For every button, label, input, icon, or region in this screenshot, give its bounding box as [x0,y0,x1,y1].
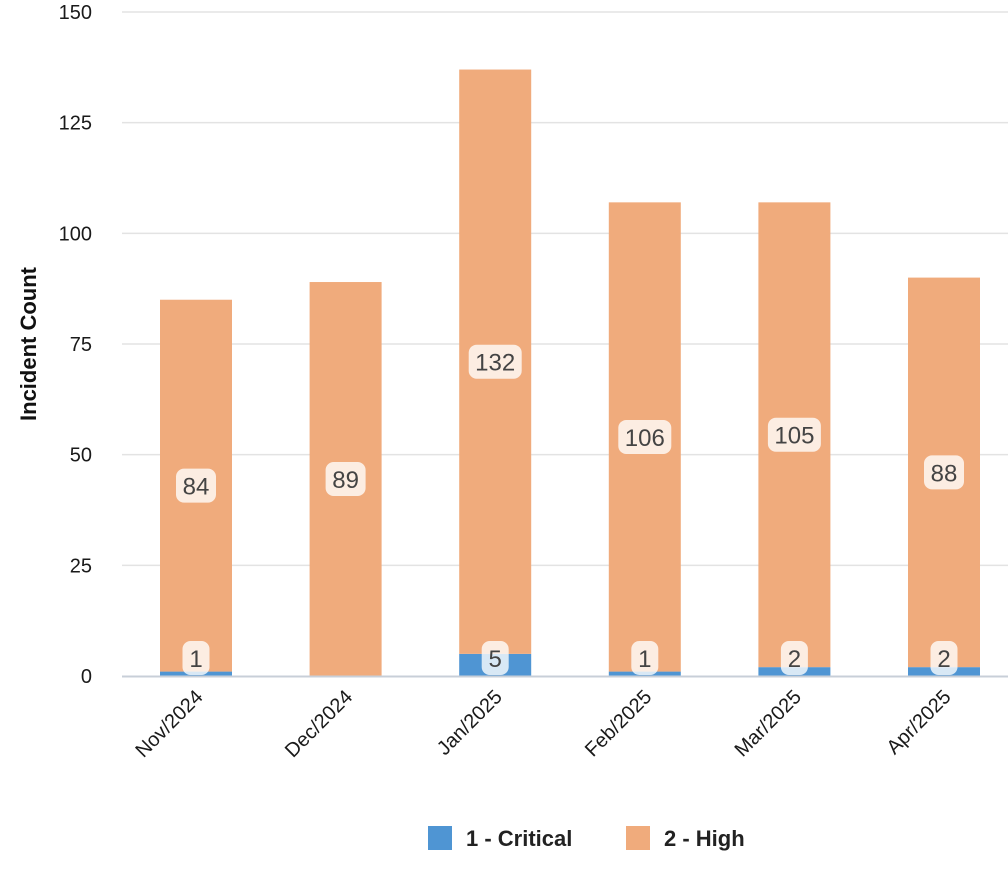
y-tick-label: 0 [81,666,92,688]
x-tick-label: Dec/2024 [281,686,357,762]
data-label-box [631,641,659,675]
y-tick-label: 100 [59,223,92,245]
data-labels: 1 84 89 5 132 1 106 2 105 2 88 [176,344,964,675]
data-label-box [182,641,210,675]
grid-lines [122,11,1008,567]
x-tick-label: Jan/2025 [433,686,507,760]
y-tick-label: 75 [70,334,92,356]
data-label-box [176,468,216,503]
data-label-box [780,641,808,675]
data-label: 89 [332,467,359,494]
data-label-box [618,419,672,454]
data-label-box [325,462,366,497]
data-label: 106 [625,425,665,452]
legend-swatch[interactable] [626,826,650,850]
data-label: 105 [774,423,814,450]
data-label-box [930,641,958,675]
y-tick-label: 50 [70,445,92,467]
y-tick-label: 125 [59,113,92,135]
x-tick-label: Nov/2024 [131,686,207,762]
data-label-box [481,641,509,675]
legend-swatch[interactable] [428,826,452,850]
y-axis-ticks: 0 25 50 75 100 125 150 [59,2,92,688]
x-tick-label: Feb/2025 [581,686,656,761]
data-label: 1 [638,646,651,673]
data-label: 5 [489,646,502,673]
data-label: 1 [189,646,202,673]
bars [160,69,980,676]
x-tick-label: Mar/2025 [731,686,806,761]
y-axis-title: Incident Count [16,266,41,421]
data-label: 2 [788,646,801,673]
data-label: 2 [937,646,950,673]
data-label: 132 [475,350,515,377]
x-tick-label: Apr/2025 [883,686,956,759]
x-axis-ticks: Nov/2024 Dec/2024 Jan/2025 Feb/2025 Mar/2025… [131,686,955,762]
data-label: 84 [183,474,210,501]
y-tick-label: 150 [59,2,92,24]
data-label-box [468,344,522,379]
legend[interactable]: 1 - Critical 2 - High [428,826,745,851]
data-label-box [924,455,964,490]
data-label: 88 [931,460,958,487]
legend-label[interactable]: 1 - Critical [466,826,572,851]
legend-label[interactable]: 2 - High [664,826,745,851]
data-label-box [767,417,821,452]
y-tick-label: 25 [70,555,92,577]
